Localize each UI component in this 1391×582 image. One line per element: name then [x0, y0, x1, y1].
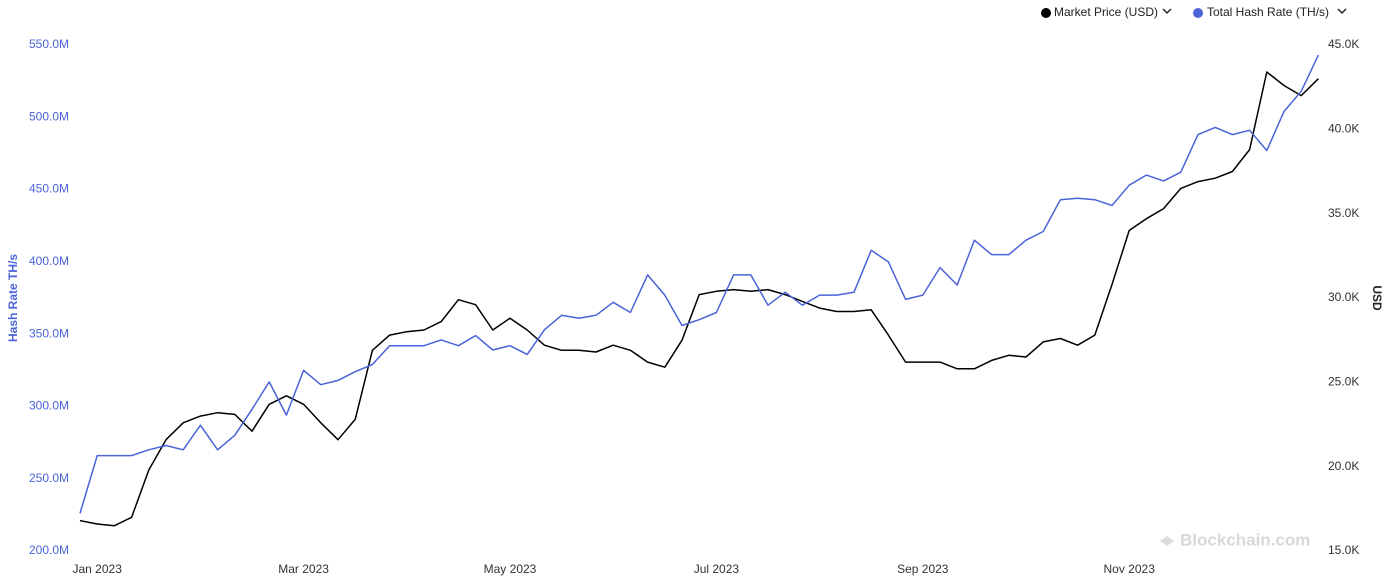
x-tick-label: Jul 2023: [694, 562, 740, 576]
y-tick-label: 200.0M: [29, 543, 69, 557]
y2-tick-label: 25.0K: [1328, 375, 1359, 389]
x-tick-label: Nov 2023: [1104, 562, 1156, 576]
legend-marker: [1041, 8, 1051, 18]
y2-tick-label: 45.0K: [1328, 37, 1359, 51]
y2-tick-label: 20.0K: [1328, 459, 1359, 473]
y-tick-label: 450.0M: [29, 182, 69, 196]
y-tick-label: 350.0M: [29, 326, 69, 340]
y2-axis-title: USD: [1370, 285, 1384, 311]
x-tick-label: Mar 2023: [278, 562, 329, 576]
y-axis-title: Hash Rate TH/s: [6, 254, 20, 342]
y-tick-label: 250.0M: [29, 471, 69, 485]
legend-label[interactable]: Market Price (USD): [1054, 5, 1158, 19]
watermark-logo: [1160, 536, 1174, 546]
x-tick-label: May 2023: [484, 562, 537, 576]
y-tick-label: 400.0M: [29, 254, 69, 268]
y2-tick-label: 15.0K: [1328, 543, 1359, 557]
y-tick-label: 500.0M: [29, 109, 69, 123]
legend-label[interactable]: Total Hash Rate (TH/s): [1207, 5, 1329, 19]
y-tick-label: 300.0M: [29, 399, 69, 413]
y2-tick-label: 40.0K: [1328, 122, 1359, 136]
legend-marker: [1193, 8, 1203, 18]
x-tick-label: Sep 2023: [897, 562, 949, 576]
x-tick-label: Jan 2023: [73, 562, 123, 576]
legend-chevron[interactable]: [1162, 8, 1172, 15]
legend-chevron[interactable]: [1337, 8, 1347, 15]
y2-tick-label: 30.0K: [1328, 290, 1359, 304]
legend: Market Price (USD) Total Hash Rate (TH/s…: [1041, 5, 1347, 19]
y2-tick-label: 35.0K: [1328, 206, 1359, 220]
series-line: [79, 71, 1319, 527]
series-line: [79, 54, 1320, 514]
y-tick-label: 550.0M: [29, 37, 69, 51]
watermark: Blockchain.com: [1180, 530, 1310, 549]
